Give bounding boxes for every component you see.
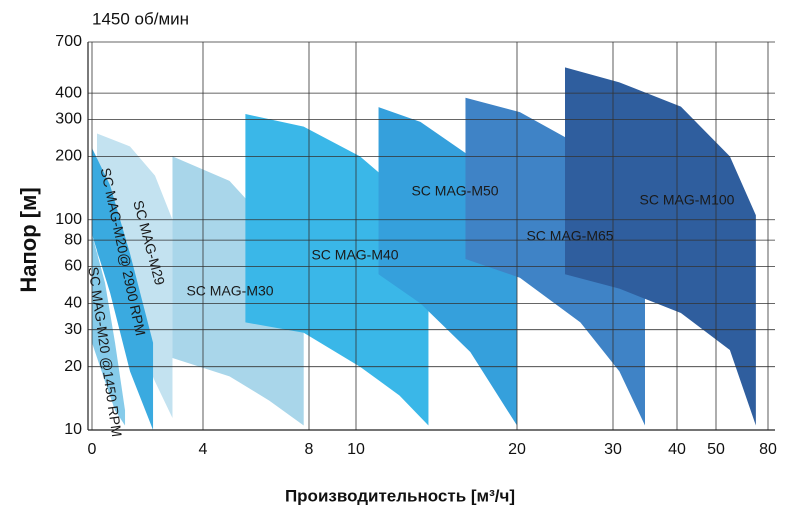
series-label: SC MAG-M30 (186, 283, 273, 299)
x-tick-label: 10 (347, 441, 365, 458)
x-axis-label: Производительность [м³/ч] (285, 486, 515, 505)
y-axis-label: Напор [м] (16, 187, 41, 292)
y-tick-label: 20 (64, 358, 82, 375)
y-tick-label: 80 (64, 231, 82, 248)
x-tick-label: 40 (668, 441, 686, 458)
x-tick-label: 4 (199, 441, 208, 458)
x-tick-label: 8 (305, 441, 314, 458)
y-tick-label: 300 (55, 111, 82, 128)
x-tick-label: 80 (759, 441, 777, 458)
x-tick-label: 50 (707, 441, 725, 458)
range-area (92, 148, 154, 430)
y-tick-label: 200 (55, 148, 82, 165)
range-area (565, 67, 756, 426)
series-label: SC MAG-M65 (526, 228, 613, 244)
series-label: SC MAG-M100 (640, 192, 735, 208)
chart-subtitle: 1450 об/мин (92, 9, 189, 28)
x-tick-label: 30 (604, 441, 622, 458)
range-area (172, 156, 304, 426)
series-label: SC MAG-M40 (311, 247, 398, 263)
y-tick-label: 10 (64, 421, 82, 438)
y-tick-label: 700 (55, 33, 82, 50)
y-tick-label: 100 (55, 211, 82, 228)
series-label: SC MAG-M50 (411, 183, 498, 199)
y-tick-label: 60 (64, 258, 82, 275)
x-tick-label: 20 (508, 441, 526, 458)
y-tick-label: 400 (55, 84, 82, 101)
y-tick-label: 30 (64, 321, 82, 338)
x-tick-label: 0 (88, 441, 97, 458)
y-tick-label: 40 (64, 295, 82, 312)
